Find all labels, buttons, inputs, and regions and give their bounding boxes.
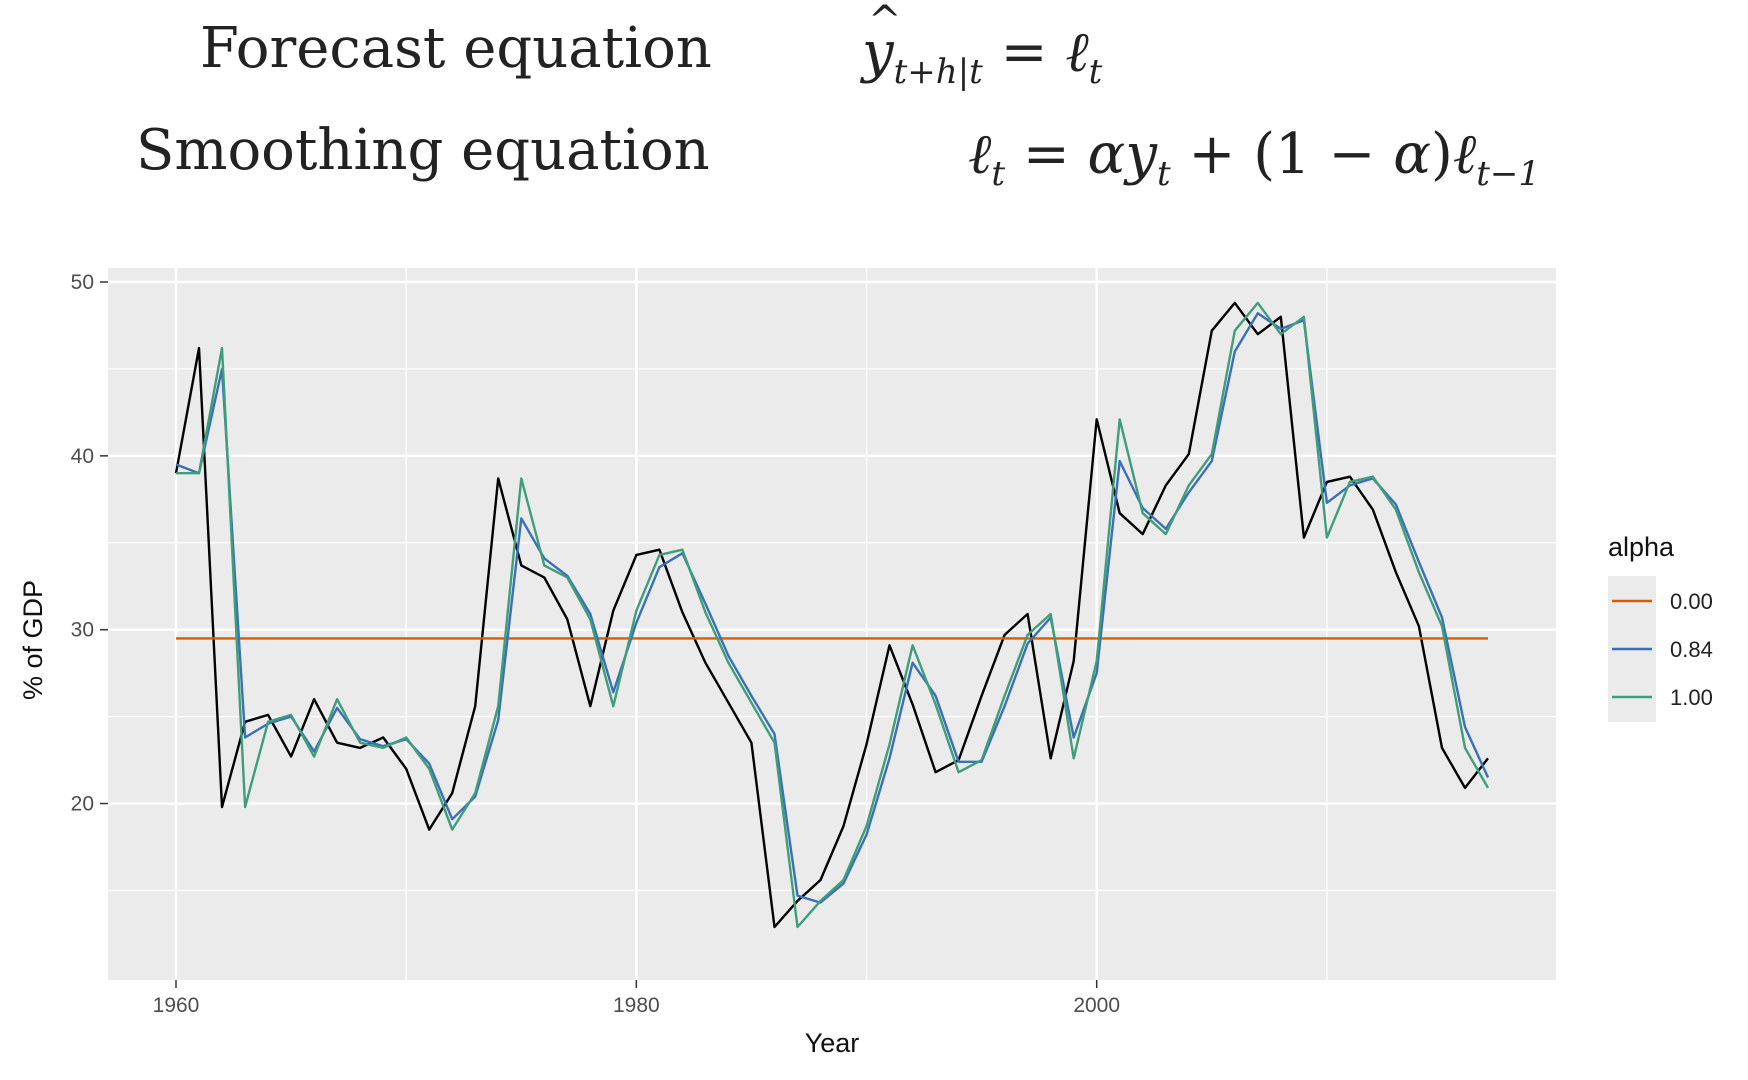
x-axis-title: Year: [805, 1028, 860, 1058]
axes-layer: 1960 1980 2000 20 30 40 50: [71, 271, 1120, 1017]
legend-entry-label: 0.84: [1670, 637, 1713, 662]
forecast-equation-label: Forecast equation: [200, 16, 712, 81]
legend-title: alpha: [1608, 532, 1675, 562]
x-tick-label: 2000: [1073, 994, 1120, 1017]
legend-entry-label: 0.00: [1670, 589, 1713, 614]
legend-entry-label: 1.00: [1670, 685, 1713, 710]
smoothing-equation-label: Smoothing equation: [136, 118, 710, 183]
y-tick-label: 50: [71, 271, 94, 294]
y-tick-label: 20: [71, 793, 94, 816]
y-axis-title: % of GDP: [18, 580, 48, 700]
series-observed-line: [174, 301, 1489, 929]
forecast-equation-formula: yt+h|t = ℓt: [862, 0, 1102, 89]
series-layer: [174, 301, 1490, 929]
x-tick-label: 1980: [613, 994, 660, 1017]
grid-major: [108, 268, 1556, 980]
smoothing-equation-formula: ℓt = αyt + (1 − α)ℓt−1: [968, 122, 1541, 194]
series-line-alpha-1-00: [176, 301, 1490, 929]
x-tick-label: 1960: [153, 994, 200, 1017]
legend: alpha 0.00 0.84 1.00: [1608, 532, 1713, 722]
plot-panel: [108, 268, 1556, 980]
y-tick-label: 30: [71, 619, 94, 642]
y-tick-label: 40: [71, 445, 94, 468]
